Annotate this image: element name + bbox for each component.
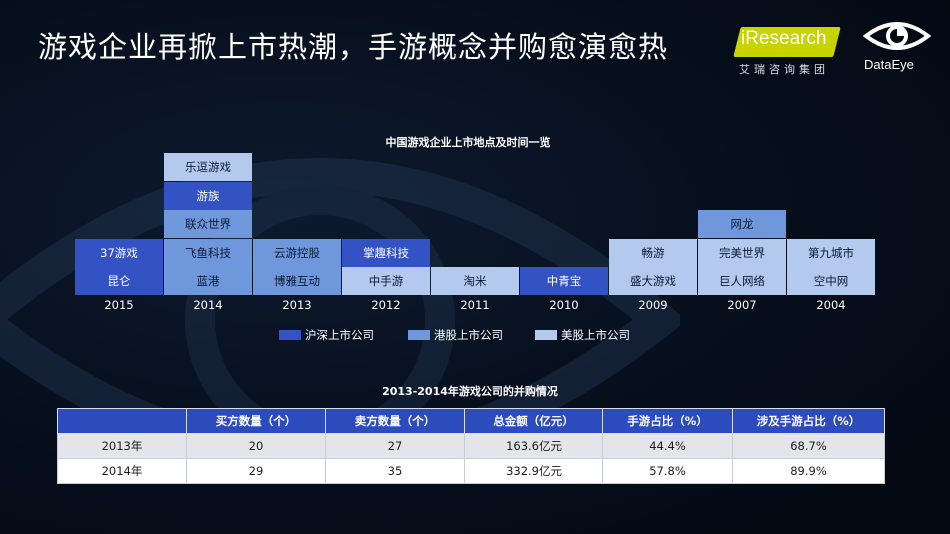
year-label: 2004 [816,298,846,312]
company-cell: 乐逗游戏 [164,153,252,181]
year-label: 2011 [460,298,490,312]
table-header-row: 买方数量（个） 卖方数量（个） 总金额（亿元） 手游占比（%） 涉及手游占比（%… [57,408,885,434]
company-cell: 中青宝 [520,267,608,295]
company-cell: 联众世界 [164,210,252,238]
company-cell: 巨人网络 [698,267,786,295]
iresearch-subtitle: 艾瑞咨询集团 [739,63,829,76]
iresearch-logo: iResearch 艾瑞咨询集团 [733,24,847,78]
legend-item-hs: 沪深上市公司 [279,327,374,343]
legend-item-us: 美股上市公司 [535,327,630,343]
company-cell: 完美世界 [698,238,786,267]
company-cell: 博雅互动 [253,267,341,295]
cell-year: 2013年 [57,433,187,459]
cell-mobile-share: 44.4% [602,433,733,459]
cell-sellers: 27 [325,433,465,459]
header-sellers: 卖方数量（个） [325,408,465,434]
year-label: 2007 [727,298,757,312]
year-label: 2014 [193,298,223,312]
company-cell: 第九城市 [787,238,875,267]
cell-year: 2014年 [57,458,187,484]
company-cell: 畅游 [609,238,697,267]
header-blank [57,408,187,434]
year-label: 2009 [638,298,668,312]
page-title: 游戏企业再掀上市热潮，手游概念并购愈演愈热 [38,30,669,64]
company-cell: 中手游 [342,267,430,295]
cell-mobile-related-share: 68.7% [732,433,885,459]
cell-buyers: 20 [186,433,326,459]
cell-mobile-share: 57.8% [602,458,733,484]
company-cell: 云游控股 [253,238,341,267]
dataeye-logo: DataEye [860,18,934,74]
header-mobile-related-share: 涉及手游占比（%） [732,408,885,434]
chart-title: 中国游戏企业上市地点及时间一览 [385,136,551,149]
table-title: 2013-2014年游戏公司的并购情况 [382,385,558,398]
cell-total-amount: 332.9亿元 [464,458,603,484]
header-total-amount: 总金额（亿元） [464,408,603,434]
legend-swatch [279,330,301,340]
ma-table: 买方数量（个） 卖方数量（个） 总金额（亿元） 手游占比（%） 涉及手游占比（%… [57,408,885,484]
cell-total-amount: 163.6亿元 [464,433,603,459]
year-label: 2015 [104,298,134,312]
year-label: 2010 [549,298,579,312]
iresearch-name: iResearch [741,28,827,49]
table-row: 2013年 20 27 163.6亿元 44.4% 68.7% [57,433,885,459]
legend-label: 沪深上市公司 [305,328,374,342]
year-label: 2012 [371,298,401,312]
company-cell: 37游戏 [75,238,163,267]
dataeye-name: DataEye [864,57,914,72]
header-buyers: 买方数量（个） [186,408,326,434]
legend-label: 美股上市公司 [561,328,630,342]
company-cell: 蓝港 [164,267,252,295]
company-cell: 昆仑 [75,267,163,295]
legend-swatch [535,330,557,340]
header-mobile-share: 手游占比（%） [602,408,733,434]
legend-item-hk: 港股上市公司 [408,327,503,343]
cell-sellers: 35 [325,458,465,484]
year-label: 2013 [282,298,312,312]
company-cell: 网龙 [698,210,786,238]
legend-label: 港股上市公司 [434,328,503,342]
company-cell: 盛大游戏 [609,267,697,295]
cell-mobile-related-share: 89.9% [732,458,885,484]
company-cell: 掌趣科技 [342,238,430,267]
company-cell: 飞鱼科技 [164,238,252,267]
table-row: 2014年 29 35 332.9亿元 57.8% 89.9% [57,458,885,484]
company-cell: 淘米 [431,267,519,295]
company-cell: 游族 [164,181,252,210]
cell-buyers: 29 [186,458,326,484]
dataeye-eye-icon [862,22,932,50]
legend-swatch [408,330,430,340]
company-cell: 空中网 [787,267,875,295]
